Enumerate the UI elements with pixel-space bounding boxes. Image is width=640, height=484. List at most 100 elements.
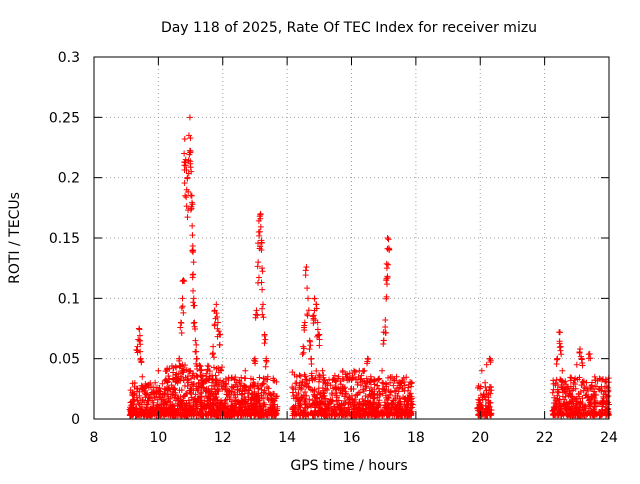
data-point	[313, 305, 320, 312]
data-point	[306, 346, 313, 353]
data-point	[214, 313, 221, 320]
data-point	[310, 391, 317, 398]
data-point	[583, 391, 590, 398]
data-point	[193, 412, 200, 419]
data-point	[400, 374, 407, 381]
data-point	[231, 397, 238, 404]
data-point	[181, 382, 188, 389]
data-point	[215, 365, 222, 372]
chart-title: Day 118 of 2025, Rate Of TEC Index for r…	[161, 20, 537, 36]
data-point	[250, 403, 257, 410]
data-point	[180, 277, 187, 284]
data-point	[184, 214, 191, 221]
data-point	[304, 404, 311, 411]
data-point	[184, 373, 191, 380]
data-point	[482, 379, 489, 386]
data-point	[557, 347, 564, 354]
data-point	[213, 394, 220, 401]
data-point	[387, 379, 394, 386]
data-point	[179, 295, 186, 302]
data-point	[176, 387, 183, 394]
data-point	[567, 407, 574, 414]
data-point	[585, 405, 592, 412]
data-point	[382, 317, 389, 324]
data-point	[254, 411, 261, 418]
data-point	[183, 203, 190, 210]
data-point	[259, 407, 266, 414]
data-point	[322, 385, 329, 392]
data-point	[311, 386, 318, 393]
data-point	[403, 374, 410, 381]
data-point	[554, 355, 561, 362]
data-point	[134, 347, 141, 354]
data-point	[370, 378, 377, 385]
data-point	[206, 373, 213, 380]
data-point	[560, 412, 567, 419]
data-point	[136, 326, 143, 333]
data-point	[189, 232, 196, 239]
data-point	[273, 393, 280, 400]
data-point	[182, 390, 189, 397]
data-point	[169, 401, 176, 408]
data-point	[271, 401, 278, 408]
data-point	[314, 319, 321, 326]
data-point	[260, 314, 267, 321]
grid	[94, 57, 609, 419]
data-point	[301, 398, 308, 405]
data-point	[177, 401, 184, 408]
data-point	[135, 336, 142, 343]
data-point	[556, 344, 563, 351]
data-point	[301, 327, 308, 334]
data-point	[189, 201, 196, 208]
data-point	[385, 387, 392, 394]
data-point	[214, 319, 221, 326]
data-point	[352, 410, 359, 417]
data-point	[477, 403, 484, 410]
data-point	[270, 375, 277, 382]
data-point	[141, 410, 148, 417]
data-point	[589, 393, 596, 400]
data-point	[593, 391, 600, 398]
data-point	[162, 368, 169, 375]
data-point	[302, 381, 309, 388]
data-point	[211, 321, 218, 328]
data-point	[312, 374, 319, 381]
data-point	[215, 412, 222, 419]
data-point	[193, 341, 200, 348]
data-point	[265, 385, 272, 392]
data-point	[587, 412, 594, 419]
data-point	[342, 388, 349, 395]
data-point	[137, 348, 144, 355]
data-point	[571, 412, 578, 419]
data-point	[183, 194, 190, 201]
data-point	[324, 387, 331, 394]
data-point	[132, 406, 139, 413]
data-point	[192, 326, 199, 333]
data-point	[180, 309, 187, 316]
data-point	[293, 373, 300, 380]
data-point	[330, 410, 337, 417]
data-point	[557, 403, 564, 410]
data-point	[189, 247, 196, 254]
data-point	[203, 378, 210, 385]
data-point	[323, 402, 330, 409]
data-point	[253, 307, 260, 314]
data-point	[259, 305, 266, 312]
data-point	[379, 379, 386, 386]
data-point	[572, 381, 579, 388]
data-point	[306, 338, 313, 345]
data-point	[181, 136, 188, 143]
data-point	[136, 409, 143, 416]
data-point	[291, 405, 298, 412]
x-tick-label: 10	[149, 430, 167, 446]
data-point	[364, 358, 371, 365]
data-point	[597, 376, 604, 383]
data-point	[219, 379, 226, 386]
data-point	[598, 407, 605, 414]
data-point	[188, 205, 195, 212]
data-point	[209, 351, 216, 358]
data-point	[186, 151, 193, 158]
data-point	[392, 388, 399, 395]
data-point	[576, 405, 583, 412]
data-point	[314, 326, 321, 333]
